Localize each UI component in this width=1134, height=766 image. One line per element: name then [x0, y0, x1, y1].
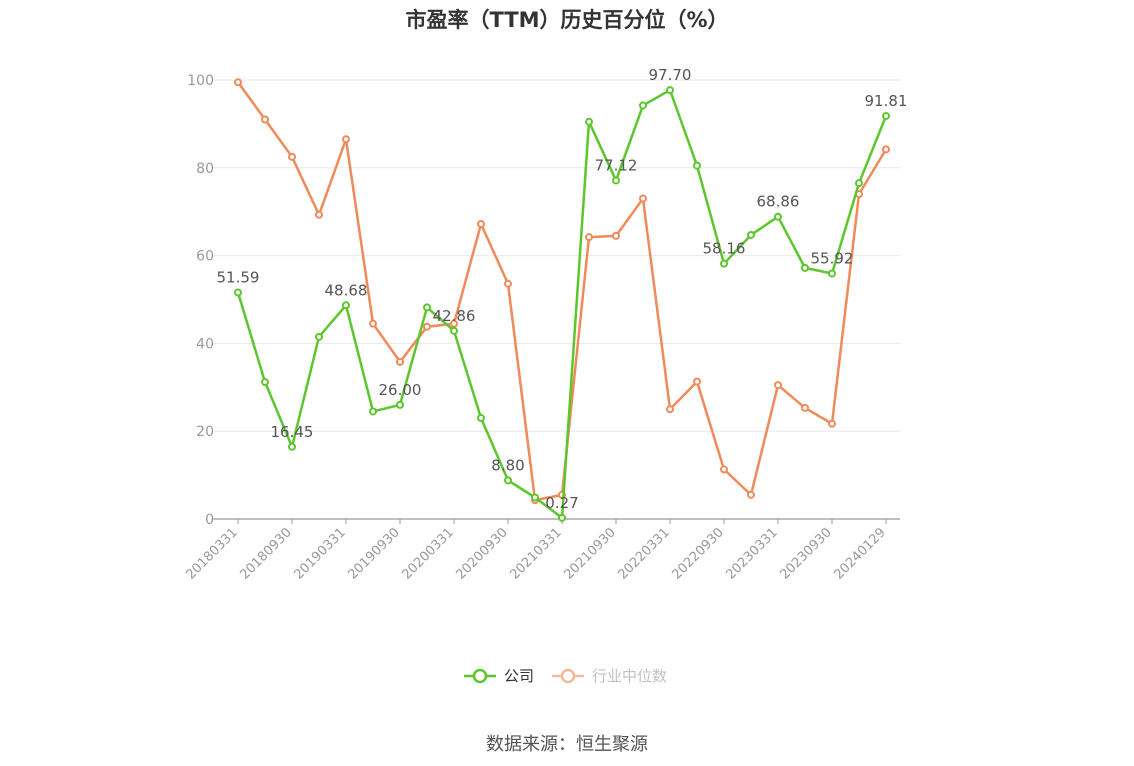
x-tick-label-20240129: 20240129	[831, 525, 888, 582]
legend[interactable]: 公司 行业中位数	[464, 667, 667, 685]
x-tick-label-20220331: 20220331	[615, 525, 672, 582]
legend-item-1[interactable]: 行业中位数	[552, 667, 667, 685]
data-label-16: 97.70	[649, 66, 692, 84]
x-tick-label-20180331: 20180331	[183, 525, 240, 582]
data-label-8: 42.86	[433, 307, 476, 325]
point-1-19[interactable]	[747, 490, 755, 499]
data-label-12: 0.27	[545, 494, 578, 512]
point-1-13[interactable]	[585, 233, 593, 242]
point-1-5[interactable]	[369, 319, 377, 328]
data-label-6: 26.00	[379, 381, 422, 399]
point-1-24[interactable]	[882, 145, 890, 154]
point-1-17[interactable]	[693, 377, 701, 386]
grid-lines	[212, 79, 900, 432]
legend-label-1: 行业中位数	[592, 667, 667, 685]
data-source: 数据来源：恒生聚源	[486, 734, 648, 755]
x-tick-label-20230331: 20230331	[723, 525, 780, 582]
legend-marker-0	[472, 668, 488, 684]
data-label-24: 91.81	[865, 92, 908, 110]
point-1-9[interactable]	[477, 219, 485, 228]
point-1-20[interactable]	[774, 381, 782, 390]
point-0-8[interactable]	[450, 326, 458, 335]
series-line-0	[236, 88, 888, 520]
series-lines	[234, 78, 890, 522]
point-1-6[interactable]	[396, 357, 404, 366]
data-label-14: 77.12	[595, 156, 638, 174]
y-tick-label-100: 100	[187, 73, 214, 89]
point-0-1[interactable]	[261, 378, 269, 387]
point-0-18[interactable]	[720, 259, 728, 268]
point-1-0[interactable]	[234, 78, 242, 87]
x-tick-label-20190930: 20190930	[345, 525, 402, 582]
x-tick-label-20230930: 20230930	[777, 525, 834, 582]
chart-title: 市盈率（TTM）历史百分位（%）	[405, 8, 729, 32]
point-0-2[interactable]	[288, 442, 296, 451]
y-tick-label-80: 80	[196, 161, 214, 177]
y-tick-label-40: 40	[196, 336, 214, 352]
series-1	[234, 78, 890, 505]
legend-item-0[interactable]: 公司	[464, 667, 534, 685]
data-label-0: 51.59	[217, 269, 260, 287]
data-label-20: 68.86	[757, 193, 800, 211]
point-0-16[interactable]	[666, 86, 674, 95]
data-label-18: 58.16	[703, 240, 746, 258]
series-0	[234, 86, 890, 522]
x-tick-label-20180930: 20180930	[237, 525, 294, 582]
point-0-3[interactable]	[315, 332, 323, 341]
y-axis: 0 20 40 60 80 100	[187, 73, 214, 528]
point-0-6[interactable]	[396, 400, 404, 409]
point-0-19[interactable]	[747, 230, 755, 239]
point-1-16[interactable]	[666, 405, 674, 414]
point-1-8[interactable]	[450, 319, 458, 328]
point-0-15[interactable]	[639, 101, 647, 110]
point-0-4[interactable]	[342, 301, 350, 310]
x-axis: 2018033120180930201903312019093020200331…	[183, 518, 900, 583]
data-labels: 51.59 16.45 48.68 26.00 42.86 8.80 0.27 77.12 97…	[217, 66, 908, 512]
point-0-13[interactable]	[585, 117, 593, 126]
point-0-23[interactable]	[855, 179, 863, 188]
point-1-15[interactable]	[639, 194, 647, 203]
point-0-24[interactable]	[882, 111, 890, 120]
x-tick-label-20220930: 20220930	[669, 525, 726, 582]
point-1-22[interactable]	[828, 419, 836, 428]
point-0-17[interactable]	[693, 161, 701, 170]
point-1-4[interactable]	[342, 135, 350, 144]
point-1-7[interactable]	[423, 322, 431, 331]
legend-marker-1	[560, 668, 576, 684]
point-0-5[interactable]	[369, 407, 377, 416]
point-0-22[interactable]	[828, 269, 836, 278]
data-label-10: 8.80	[491, 456, 524, 474]
point-0-12[interactable]	[558, 513, 566, 522]
data-label-4: 48.68	[325, 281, 368, 299]
data-label-2: 16.45	[271, 423, 314, 441]
point-0-0[interactable]	[234, 288, 242, 297]
point-1-10[interactable]	[504, 279, 512, 288]
x-tick-label-20210930: 20210930	[561, 525, 618, 582]
legend-label-0: 公司	[504, 667, 534, 685]
point-0-9[interactable]	[477, 414, 485, 423]
data-label-22: 55.92	[811, 250, 854, 268]
x-tick-label-20200930: 20200930	[453, 525, 510, 582]
y-tick-label-0: 0	[205, 512, 214, 528]
x-tick-label-20210331: 20210331	[507, 525, 564, 582]
point-1-3[interactable]	[315, 210, 323, 219]
point-0-20[interactable]	[774, 212, 782, 221]
y-tick-label-60: 60	[196, 249, 214, 265]
y-tick-label-20: 20	[196, 424, 214, 440]
point-0-7[interactable]	[423, 303, 431, 312]
point-1-18[interactable]	[720, 465, 728, 474]
point-1-1[interactable]	[261, 115, 269, 124]
point-0-11[interactable]	[531, 493, 539, 502]
x-tick-label-20190331: 20190331	[291, 525, 348, 582]
point-0-14[interactable]	[612, 176, 620, 185]
point-0-21[interactable]	[801, 263, 809, 272]
point-1-21[interactable]	[801, 403, 809, 412]
point-0-10[interactable]	[504, 476, 512, 485]
point-1-14[interactable]	[612, 231, 620, 240]
point-1-2[interactable]	[288, 152, 296, 161]
x-tick-label-20200331: 20200331	[399, 525, 456, 582]
